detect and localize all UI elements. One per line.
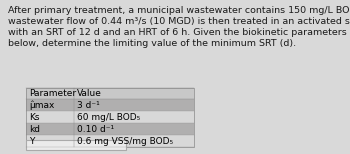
Bar — [74, 99, 194, 111]
Text: kd: kd — [29, 124, 40, 134]
Bar — [74, 111, 194, 123]
Bar — [26, 140, 126, 150]
Bar — [74, 123, 194, 135]
Bar — [26, 123, 74, 135]
Text: 0.6 mg VSS/mg BOD₅: 0.6 mg VSS/mg BOD₅ — [77, 136, 173, 146]
Bar — [26, 88, 74, 99]
Text: Y: Y — [29, 136, 34, 146]
Bar — [26, 99, 74, 111]
Text: Parameter: Parameter — [29, 89, 76, 98]
Text: μ̂max: μ̂max — [29, 100, 54, 110]
Bar — [26, 88, 194, 147]
Text: with an SRT of 12 d and an HRT of 6 h. Given the biokinetic parameters tabulated: with an SRT of 12 d and an HRT of 6 h. G… — [8, 28, 350, 37]
Text: 60 mg/L BOD₅: 60 mg/L BOD₅ — [77, 113, 140, 122]
Text: wastewater flow of 0.44 m³/s (10 MGD) is then treated in an activated sludge sys: wastewater flow of 0.44 m³/s (10 MGD) is… — [8, 17, 350, 26]
Text: Ks: Ks — [29, 113, 40, 122]
Text: After primary treatment, a municipal wastewater contains 150 mg/L BOD₅. The: After primary treatment, a municipal was… — [8, 6, 350, 15]
Text: Value: Value — [77, 89, 102, 98]
Bar — [26, 111, 74, 123]
Text: 3 d⁻¹: 3 d⁻¹ — [77, 101, 100, 109]
Text: 0.10 d⁻¹: 0.10 d⁻¹ — [77, 124, 114, 134]
Bar — [74, 135, 194, 147]
Bar — [26, 135, 74, 147]
Bar — [74, 88, 194, 99]
Text: below, determine the limiting value of the minimum SRT (d).: below, determine the limiting value of t… — [8, 39, 296, 48]
